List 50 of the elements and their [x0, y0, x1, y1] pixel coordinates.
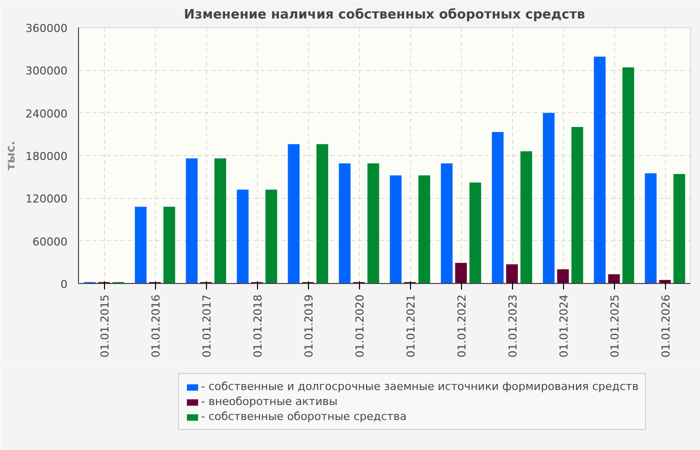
y-axis-title: тыс.: [4, 140, 18, 170]
bar: [418, 175, 430, 284]
y-tick-label: 0: [60, 278, 68, 291]
y-tick-label: 180000: [26, 150, 68, 163]
legend-label: - собственные и долгосрочные заемные источники формирования средств: [201, 380, 639, 393]
bar: [622, 67, 634, 284]
bar: [608, 274, 620, 284]
bar: [571, 127, 584, 284]
bar: [265, 190, 278, 284]
bar: [673, 174, 686, 284]
bar: [316, 144, 328, 284]
bar: [542, 112, 555, 284]
y-tick-label: 60000: [32, 235, 68, 248]
bar: [455, 262, 467, 284]
y-tick-label: 120000: [26, 192, 68, 206]
bar: [163, 206, 176, 284]
bar: [594, 56, 606, 284]
x-tick-label: 01.01.2026: [660, 294, 672, 358]
bar: [338, 163, 351, 284]
x-tick-label: 01.01.2025: [608, 294, 622, 358]
bar: [186, 158, 198, 284]
bar: [440, 163, 453, 284]
bar: [506, 264, 518, 284]
y-tick-label: 360000: [26, 22, 68, 35]
x-tick-label: 01.01.2021: [404, 294, 418, 358]
legend-label: - внеоборотные активы: [201, 395, 338, 408]
bar: [469, 182, 482, 284]
y-tick-label: 300000: [26, 64, 68, 78]
bar: [557, 269, 569, 284]
x-tick-label: 01.01.2017: [200, 294, 214, 358]
x-tick-label: 01.01.2020: [354, 294, 366, 358]
legend-label: - собственные оборотные средства: [201, 410, 407, 423]
x-tick-label: 01.01.2022: [456, 294, 468, 358]
bar: [644, 173, 657, 284]
chart-title: Изменение наличия собственных оборотных средств: [184, 8, 586, 22]
x-tick-label: 01.01.2018: [252, 294, 264, 358]
x-tick-label: 01.01.2023: [506, 294, 520, 358]
bar: [134, 206, 147, 284]
bar: [390, 175, 402, 284]
bar: [520, 151, 532, 284]
bar: [288, 144, 300, 284]
x-tick-label: 01.01.2016: [150, 294, 162, 358]
bar: [367, 163, 380, 284]
bar: [492, 132, 504, 284]
y-tick-label: 240000: [26, 107, 68, 120]
bar: [236, 190, 249, 284]
x-tick-label: 01.01.2019: [302, 294, 316, 358]
x-tick-label: 01.01.2015: [98, 294, 112, 358]
x-tick-label: 01.01.2024: [558, 294, 570, 358]
bar: [214, 158, 226, 284]
